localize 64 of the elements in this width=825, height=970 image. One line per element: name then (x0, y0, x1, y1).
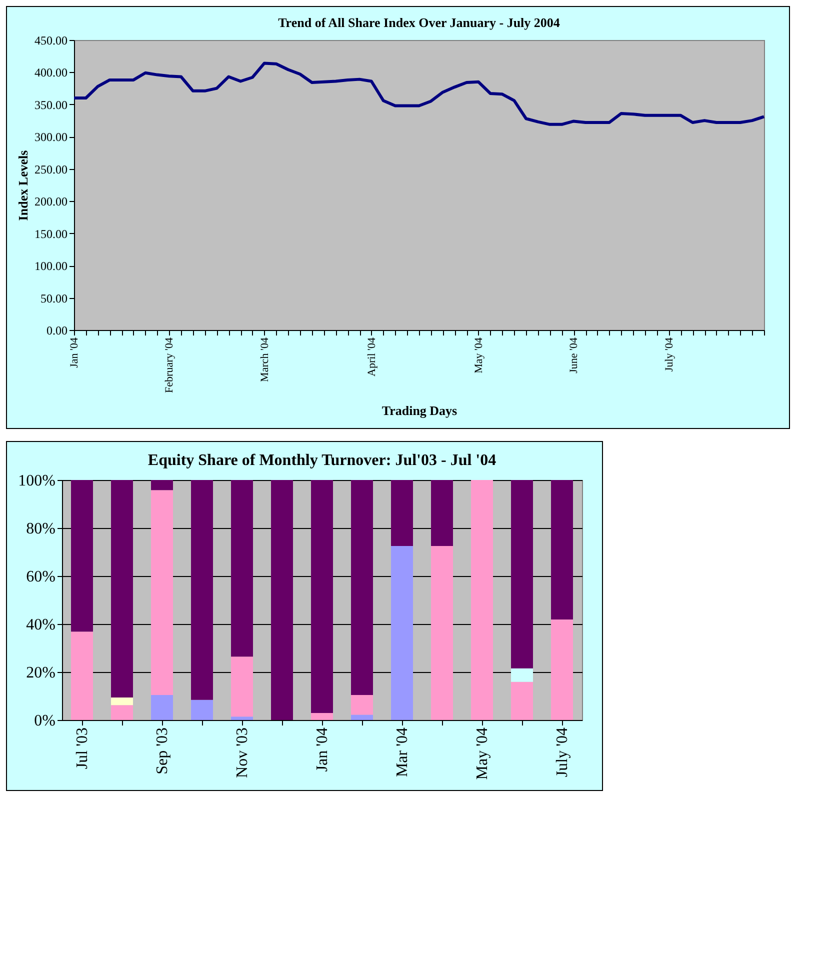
y-tick-label: 150.00 (34, 226, 68, 241)
x-tick-label: March '04 (258, 337, 271, 382)
y-tick-label: 350.00 (34, 98, 68, 112)
bar (431, 546, 453, 720)
bar (231, 480, 253, 657)
bar (511, 480, 533, 668)
bar (111, 697, 133, 706)
x-tick-label: May '04 (474, 728, 491, 780)
y-tick-label: 50.00 (40, 291, 68, 306)
y-axis-title: Index Levels (16, 150, 30, 221)
y-tick-label: 80% (26, 520, 56, 538)
x-tick-label: Sep '03 (154, 728, 171, 774)
chart-title: Trend of All Share Index Over January - July 2004 (278, 15, 560, 30)
x-tick-label: July '04 (663, 337, 676, 372)
y-tick-label: 0% (34, 712, 56, 730)
y-tick-label: 200.00 (34, 194, 68, 209)
y-tick-label: 100% (18, 472, 56, 490)
y-tick-label: 400.00 (34, 66, 68, 80)
bar (551, 619, 573, 720)
y-tick-label: 450.00 (34, 34, 68, 48)
bar (151, 480, 173, 490)
x-tick-label: July '04 (554, 728, 571, 778)
bar (71, 480, 93, 632)
y-tick-label: 300.00 (34, 130, 68, 144)
bar (551, 480, 573, 620)
bar (311, 713, 333, 720)
y-tick-label: 0.00 (46, 324, 68, 338)
x-tick-label: June '04 (568, 337, 580, 374)
chart-title: Equity Share of Monthly Turnover: Jul'03 - Jul '04 (148, 452, 496, 469)
line-series (72, 62, 766, 126)
x-tick-label: Nov '03 (234, 728, 251, 778)
y-tick-label: 20% (26, 664, 56, 682)
x-tick-label: Jul '03 (74, 728, 91, 770)
bar (191, 480, 213, 700)
bar (431, 480, 453, 546)
x-tick-label: Jan '04 (68, 337, 80, 368)
y-tick-label: 60% (26, 568, 56, 586)
bar (351, 714, 373, 720)
bar (271, 480, 293, 720)
bar (111, 705, 133, 720)
y-tick-label: 250.00 (34, 162, 68, 176)
bar (151, 695, 173, 720)
bar (511, 668, 533, 682)
bar (151, 490, 173, 696)
bar (511, 682, 533, 720)
bar (471, 480, 493, 720)
y-tick-label: 100.00 (34, 259, 68, 274)
bar (191, 700, 213, 720)
bar (391, 546, 413, 720)
x-tick-label: April '04 (366, 337, 378, 376)
bar (391, 480, 413, 546)
bar (111, 480, 133, 698)
bar (231, 716, 253, 720)
x-tick-label: Mar '04 (394, 728, 411, 778)
bar (71, 632, 93, 720)
bar (351, 480, 373, 696)
x-tick-label: Jan '04 (314, 728, 331, 772)
x-tick-label: May '04 (472, 337, 485, 374)
bar (231, 656, 253, 717)
x-tick-label: February '04 (164, 337, 176, 393)
x-axis-title: Trading Days (382, 402, 458, 418)
bar (351, 695, 373, 715)
bar (311, 480, 333, 714)
y-tick-label: 40% (26, 616, 56, 634)
